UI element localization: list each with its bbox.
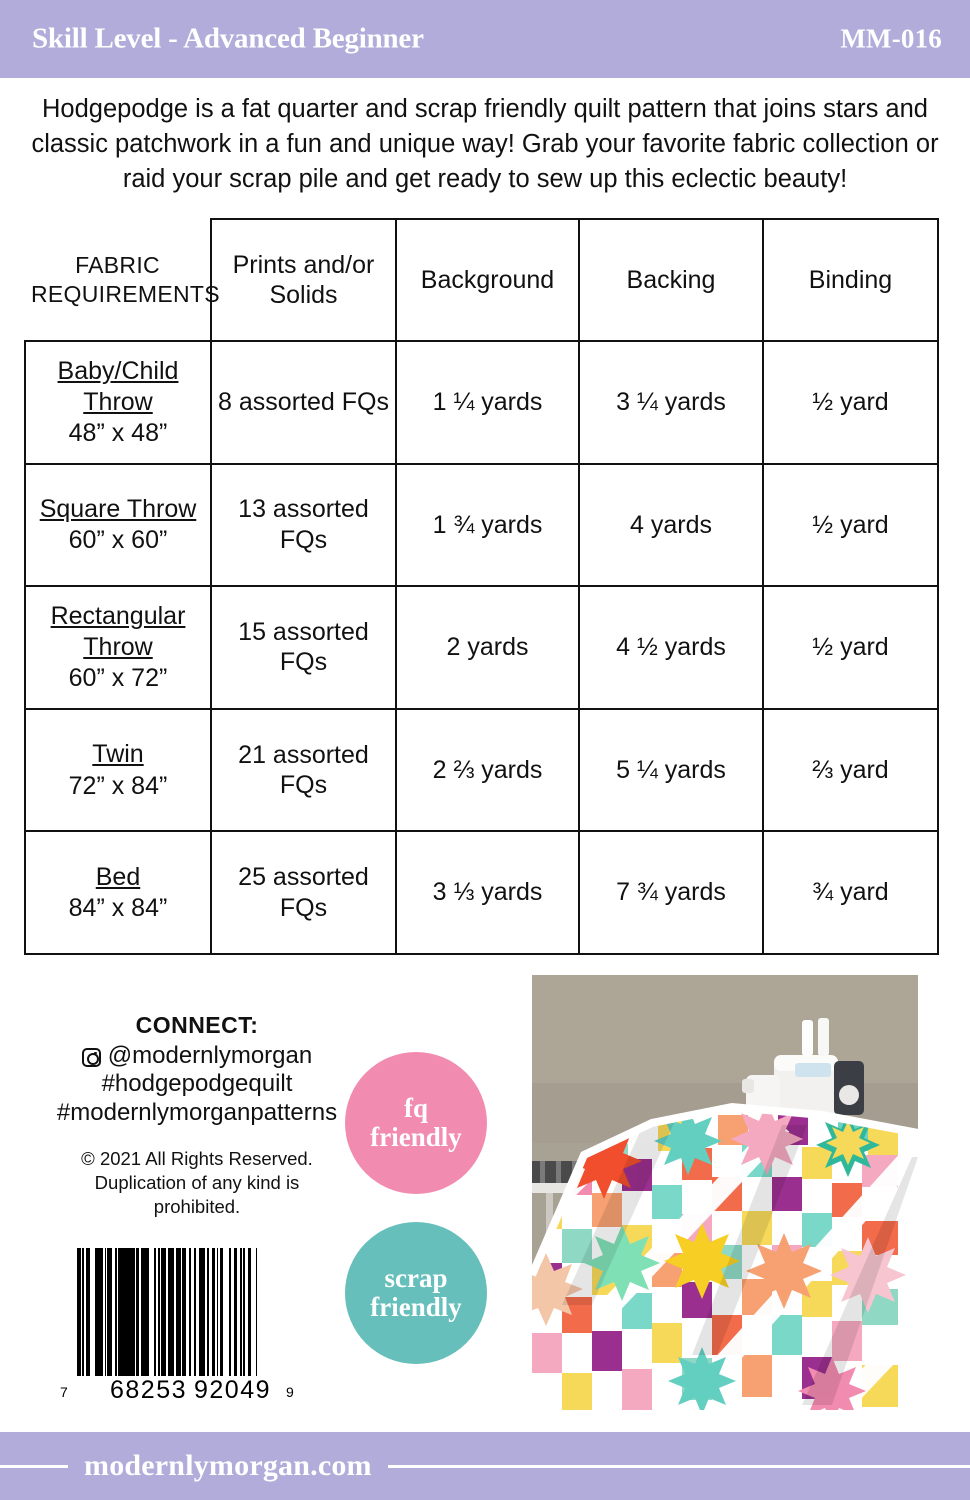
binding-cell: ½ yard	[762, 585, 939, 710]
size-dimensions: 48” x 48”	[68, 419, 168, 448]
binding-cell: ½ yard	[762, 340, 939, 465]
copyright-line-2: Duplication of any kind is prohibited.	[94, 1171, 300, 1218]
backing-cell: 4 yards	[578, 462, 764, 588]
table-row: Bed 84” x 84” 25 assorted FQs 3 ⅓ yards …	[24, 830, 939, 955]
table-row: Square Throw 60” x 60” 13 assorted FQs 1…	[24, 462, 939, 588]
pattern-code-text: MM-016	[840, 23, 942, 54]
size-dimensions: 60” x 72”	[68, 664, 168, 693]
size-name: Bed	[95, 862, 141, 891]
table-corner-label: FABRIC REQUIREMENTS	[25, 219, 220, 342]
backing-cell: 5 ¼ yards	[578, 707, 764, 833]
quilt-stars	[532, 1107, 906, 1410]
connect-section: CONNECT: @modernlymorgan #hodgepodgequil…	[52, 1012, 342, 1219]
barcode-digits: 7 68253 92049 9	[60, 1376, 310, 1404]
table-row: Twin 72” x 84” 21 assorted FQs 2 ⅔ yards…	[24, 707, 939, 833]
size-name: Baby/Child	[57, 357, 179, 386]
barcode-right-group: 92049	[194, 1376, 272, 1404]
instagram-handle: @modernlymorgan	[107, 1042, 313, 1069]
hashtag-quilt: #hodgepodgequilt	[101, 1070, 293, 1098]
size-dimensions: 72” x 84”	[68, 771, 168, 800]
size-name: Twin	[92, 740, 144, 769]
scrap-friendly-badge-text: scrap friendly	[370, 1262, 462, 1322]
size-cell: Twin 72” x 84”	[24, 707, 212, 833]
size-name: Square Throw	[39, 494, 197, 523]
prints-cell: 25 assorted FQs	[210, 830, 397, 955]
size-name-2: Throw	[83, 632, 153, 661]
fabric-requirements-table: FABRIC REQUIREMENTS Prints and/or Solids…	[24, 218, 939, 955]
column-header-backing: Backing	[578, 218, 764, 342]
quilt-photo	[532, 975, 918, 1410]
barcode-trail-digit: 9	[286, 1384, 294, 1400]
binding-cell: ⅔ yard	[762, 707, 939, 833]
size-cell: Square Throw 60” x 60”	[24, 462, 212, 588]
size-dimensions: 84” x 84”	[68, 894, 168, 923]
footer-rule-right	[387, 1464, 970, 1468]
fq-friendly-badge-text: fq friendly	[370, 1092, 462, 1152]
website-text: modernlymorgan.com	[84, 1449, 372, 1482]
fq-friendly-line-2: friendly	[370, 1122, 462, 1152]
instagram-line: @modernlymorgan	[52, 1042, 342, 1070]
quilt-illustration	[532, 1107, 918, 1410]
barcode-left-group: 68253	[110, 1376, 188, 1404]
hashtag-patterns: #modernlymorganpatterns	[56, 1098, 338, 1126]
copyright-block: © 2021 All Rights Reserved. Duplication …	[52, 1147, 342, 1219]
barcode: 7 68253 92049 9	[60, 1248, 310, 1404]
footer-rule-left	[0, 1464, 68, 1468]
binding-cell: ¾ yard	[762, 830, 939, 955]
prints-cell: 15 assorted FQs	[210, 585, 397, 710]
size-cell: Rectangular Throw 60” x 72”	[24, 585, 212, 710]
prints-cell: 13 assorted FQs	[210, 462, 397, 588]
background-cell: 1 ¼ yards	[395, 340, 580, 465]
background-cell: 2 yards	[395, 585, 580, 710]
footer-band: modernlymorgan.com	[0, 1432, 970, 1500]
prints-cell: 8 assorted FQs	[210, 340, 397, 465]
backing-cell: 4 ½ yards	[578, 585, 764, 710]
skill-level-text: Skill Level - Advanced Beginner	[32, 22, 424, 55]
backing-cell: 3 ¼ yards	[578, 340, 764, 465]
background-cell: 1 ¾ yards	[395, 462, 580, 588]
connect-title: CONNECT:	[135, 1012, 259, 1038]
barcode-bars	[76, 1248, 302, 1376]
column-header-background: Background	[395, 218, 580, 342]
footer-inner: modernlymorgan.com	[0, 1432, 970, 1500]
table-header-row: FABRIC REQUIREMENTS Prints and/or Solids…	[25, 218, 939, 342]
size-name-2: Throw	[83, 387, 153, 416]
copyright-line-1: © 2021 All Rights Reserved.	[81, 1147, 313, 1169]
binding-cell: ½ yard	[762, 462, 939, 588]
column-header-binding: Binding	[762, 218, 939, 342]
size-dimensions: 60” x 60”	[68, 526, 168, 555]
fq-friendly-line-1: fq	[403, 1092, 428, 1123]
fq-friendly-badge: fq friendly	[345, 1052, 487, 1194]
size-name: Rectangular	[50, 602, 186, 631]
background-cell: 2 ⅔ yards	[395, 707, 580, 833]
table-row: Baby/Child Throw 48” x 48” 8 assorted FQ…	[24, 340, 939, 465]
scrap-friendly-line-2: friendly	[370, 1292, 462, 1322]
scrap-friendly-badge: scrap friendly	[345, 1222, 487, 1364]
scrap-friendly-line-1: scrap	[384, 1262, 448, 1293]
size-cell: Bed 84” x 84”	[24, 830, 212, 955]
table-row: Rectangular Throw 60” x 72” 15 assorted …	[24, 585, 939, 710]
barcode-lead-digit: 7	[60, 1384, 68, 1400]
column-header-prints: Prints and/or Solids	[210, 218, 397, 342]
background-cell: 3 ⅓ yards	[395, 830, 580, 955]
top-header-band: Skill Level - Advanced Beginner MM-016	[0, 0, 970, 78]
quilt-photo-illustration	[532, 975, 918, 1410]
intro-paragraph: Hodgepodge is a fat quarter and scrap fr…	[31, 95, 939, 193]
instagram-icon	[81, 1047, 101, 1067]
backing-cell: 7 ¾ yards	[578, 830, 764, 955]
size-cell: Baby/Child Throw 48” x 48”	[24, 340, 212, 465]
prints-cell: 21 assorted FQs	[210, 707, 397, 833]
